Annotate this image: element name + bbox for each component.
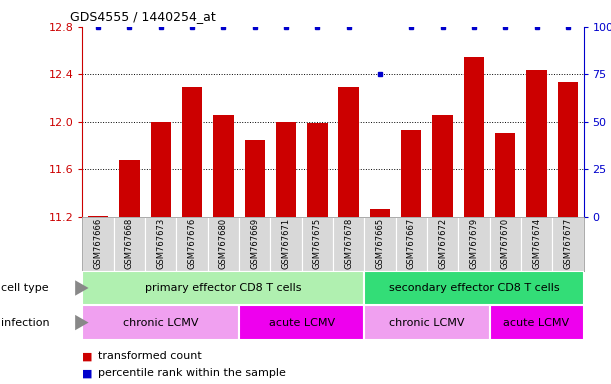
Bar <box>364 217 396 271</box>
Bar <box>208 217 239 271</box>
Text: GSM767679: GSM767679 <box>469 218 478 270</box>
Bar <box>495 132 516 217</box>
Text: secondary effector CD8 T cells: secondary effector CD8 T cells <box>389 283 559 293</box>
Text: acute LCMV: acute LCMV <box>503 318 569 328</box>
Bar <box>150 122 171 217</box>
Bar <box>88 216 108 217</box>
Text: GSM767667: GSM767667 <box>407 218 415 270</box>
Bar <box>427 217 458 271</box>
Text: chronic LCMV: chronic LCMV <box>389 318 465 328</box>
Bar <box>276 122 296 217</box>
Bar <box>364 271 584 305</box>
Text: ■: ■ <box>82 351 97 361</box>
Text: GSM767677: GSM767677 <box>563 218 573 270</box>
Bar <box>82 217 114 271</box>
Text: GSM767672: GSM767672 <box>438 218 447 270</box>
Bar <box>489 305 584 340</box>
Bar <box>244 140 265 217</box>
Text: infection: infection <box>1 318 49 328</box>
Text: transformed count: transformed count <box>98 351 202 361</box>
Bar <box>401 130 422 217</box>
Text: GSM767665: GSM767665 <box>376 218 384 270</box>
Bar <box>119 160 140 217</box>
Bar <box>370 209 390 217</box>
Text: ■: ■ <box>82 368 97 378</box>
Bar <box>302 217 333 271</box>
Bar <box>82 271 364 305</box>
Bar <box>307 123 327 217</box>
Text: acute LCMV: acute LCMV <box>269 318 335 328</box>
Text: GSM767678: GSM767678 <box>344 218 353 270</box>
Text: GSM767675: GSM767675 <box>313 218 322 270</box>
Text: GSM767669: GSM767669 <box>251 218 259 270</box>
Bar <box>82 305 239 340</box>
Text: primary effector CD8 T cells: primary effector CD8 T cells <box>145 283 302 293</box>
Bar <box>489 217 521 271</box>
Bar <box>114 217 145 271</box>
Text: chronic LCMV: chronic LCMV <box>123 318 199 328</box>
Bar <box>526 70 547 217</box>
Bar <box>145 217 177 271</box>
Bar <box>464 56 484 217</box>
Bar <box>239 305 364 340</box>
Polygon shape <box>75 315 89 330</box>
Text: GSM767680: GSM767680 <box>219 218 228 270</box>
Bar <box>213 115 233 217</box>
Bar <box>433 115 453 217</box>
Bar <box>338 88 359 217</box>
Polygon shape <box>75 280 89 296</box>
Text: GSM767676: GSM767676 <box>188 218 197 270</box>
Text: GSM767671: GSM767671 <box>282 218 290 270</box>
Bar <box>270 217 302 271</box>
Bar <box>239 217 270 271</box>
Bar <box>182 88 202 217</box>
Bar <box>552 217 584 271</box>
Text: GSM767674: GSM767674 <box>532 218 541 270</box>
Text: percentile rank within the sample: percentile rank within the sample <box>98 368 285 378</box>
Text: GSM767670: GSM767670 <box>501 218 510 270</box>
Text: GSM767668: GSM767668 <box>125 218 134 270</box>
Text: GSM767673: GSM767673 <box>156 218 165 270</box>
Text: GSM767666: GSM767666 <box>93 218 103 270</box>
Bar <box>333 217 364 271</box>
Bar <box>396 217 427 271</box>
Text: GDS4555 / 1440254_at: GDS4555 / 1440254_at <box>70 10 216 23</box>
Bar <box>521 217 552 271</box>
Bar <box>558 81 578 217</box>
Bar <box>177 217 208 271</box>
Text: cell type: cell type <box>1 283 48 293</box>
Bar <box>364 305 489 340</box>
Bar <box>458 217 489 271</box>
